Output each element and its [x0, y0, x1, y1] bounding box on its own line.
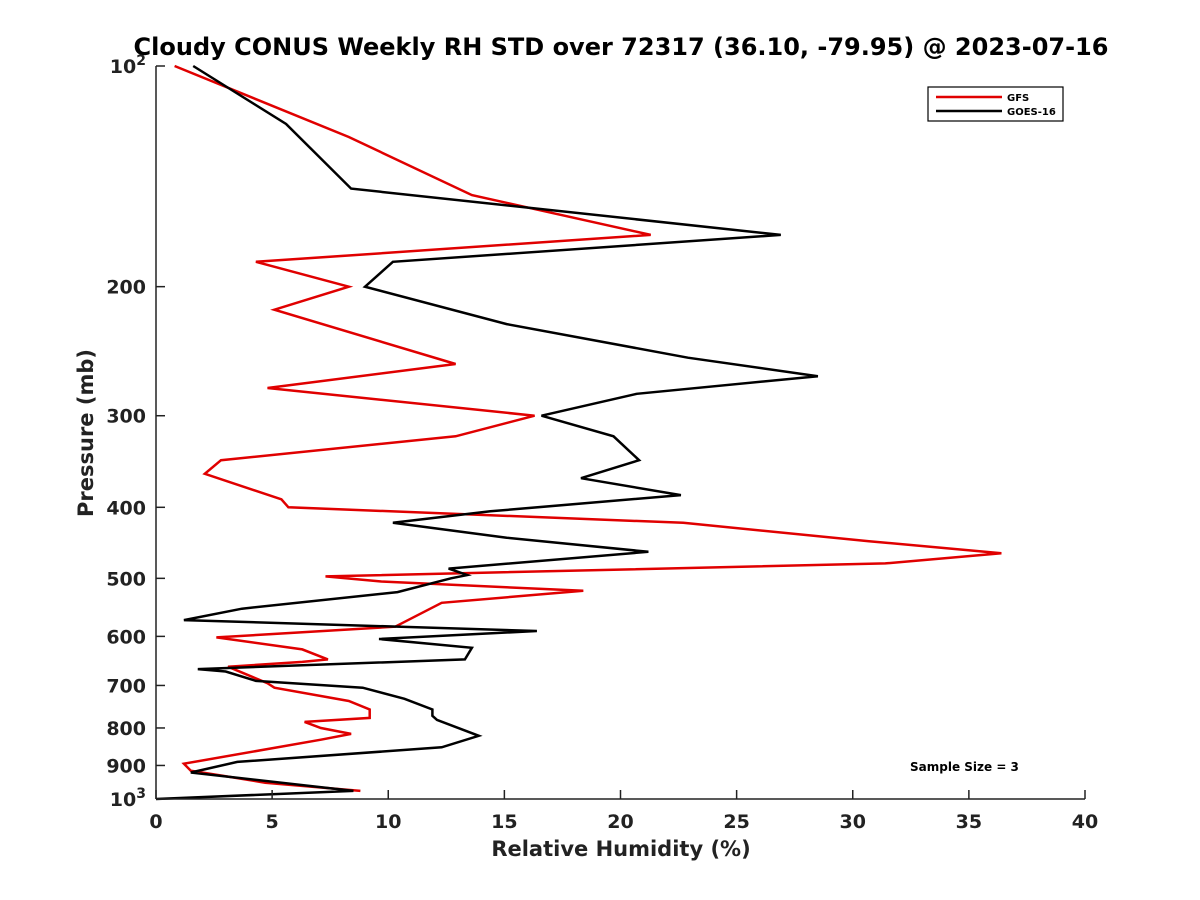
x-tick-label: 15: [491, 811, 517, 833]
series-layer: [155, 64, 1002, 801]
y-tick-label: 300: [106, 406, 146, 428]
x-tick-label: 30: [840, 811, 866, 833]
y-tick-label: 400: [106, 497, 146, 519]
x-tick-label: 10: [375, 811, 401, 833]
legend-box: [927, 86, 1064, 122]
x-tick-label: 25: [723, 811, 749, 833]
series-line-gfs: [174, 64, 1002, 793]
legend-label-gfs: GFS: [1007, 93, 1029, 104]
y-tick-label: 200: [106, 277, 146, 299]
y-tick-label: 500: [106, 568, 146, 590]
plot-area: [156, 66, 1085, 799]
y-tick-label: 102: [110, 53, 146, 78]
x-tick-label: 20: [607, 811, 633, 833]
sample-size-annotation: Sample Size = 3: [910, 760, 1019, 774]
x-axis-ticks: 0 5 10 15 20 25 30 35 40: [149, 790, 1098, 833]
x-tick-label: 5: [266, 811, 279, 833]
y-tick-label: 800: [106, 718, 146, 740]
y-tick-label: 900: [106, 755, 146, 777]
y-axis-label: Pressure (mb): [74, 349, 98, 517]
y-axis-ticks: 102 200 300 400 500 600 700 800 900 103: [106, 53, 165, 811]
legend-label-goes16: GOES-16: [1007, 107, 1056, 118]
x-tick-label: 35: [956, 811, 982, 833]
x-axis-label: Relative Humidity (%): [491, 837, 750, 861]
x-tick-label: 0: [149, 811, 162, 833]
legend: GFS GOES-16: [927, 86, 1064, 122]
chart-title: Cloudy CONUS Weekly RH STD over 72317 (3…: [134, 33, 1109, 61]
series-line-goes16: [155, 64, 819, 801]
y-tick-label: 600: [106, 626, 146, 648]
y-tick-label: 700: [106, 675, 146, 697]
x-tick-label: 40: [1072, 811, 1098, 833]
y-tick-label: 103: [110, 786, 146, 811]
